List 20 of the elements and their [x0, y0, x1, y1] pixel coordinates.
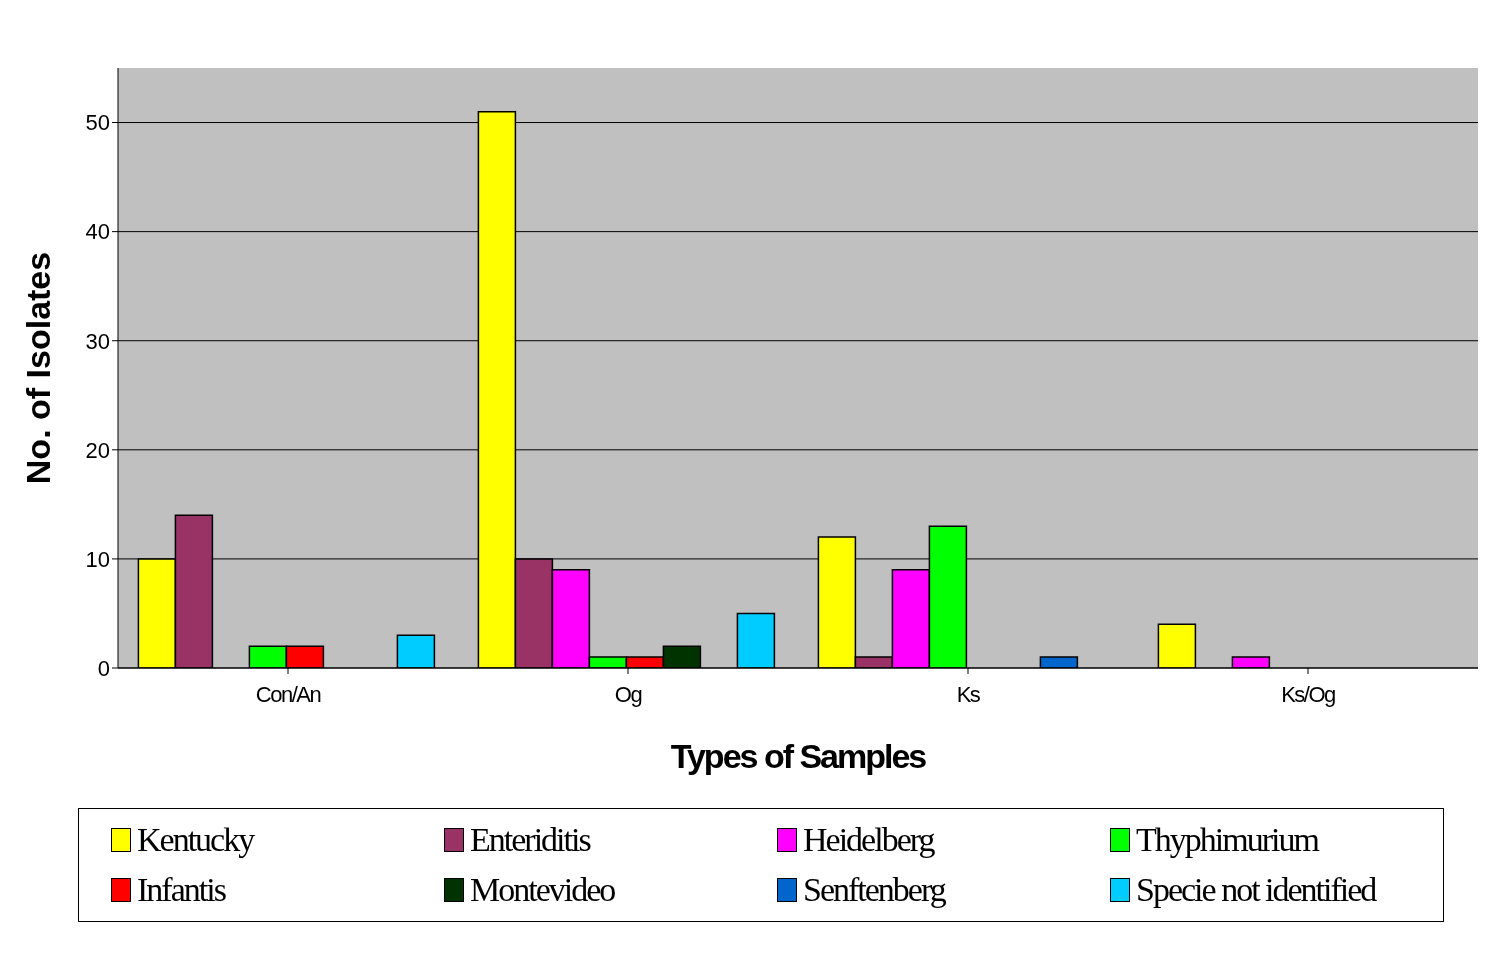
y-axis-title: No. of Isolates [19, 251, 58, 485]
y-tick-label: 20 [85, 437, 110, 463]
legend-label: Infantis [137, 871, 225, 909]
legend-label: Kentucky [137, 821, 254, 859]
x-axis-title: Types of Samples [670, 737, 927, 775]
legend-label: Thyphimurium [1136, 821, 1318, 859]
y-tick-label: 40 [85, 219, 110, 245]
legend-label: Montevideo [470, 871, 615, 909]
legend-label: Specie not identified [1136, 871, 1376, 909]
x-tick-label: Con/An [255, 681, 321, 707]
legend-label: Enteriditis [470, 821, 590, 859]
x-tick-label: Ks/Og [1281, 681, 1336, 707]
y-tick-label: 30 [85, 328, 110, 354]
y-tick-label: 0 [97, 655, 110, 681]
y-tick-label: 50 [85, 110, 110, 136]
y-tick-label: 10 [85, 546, 110, 572]
legend-label: Senftenberg [803, 871, 945, 909]
x-tick-label: Og [614, 681, 642, 707]
x-tick-label: Ks [956, 681, 981, 707]
legend-label: Heidelberg [803, 821, 934, 859]
